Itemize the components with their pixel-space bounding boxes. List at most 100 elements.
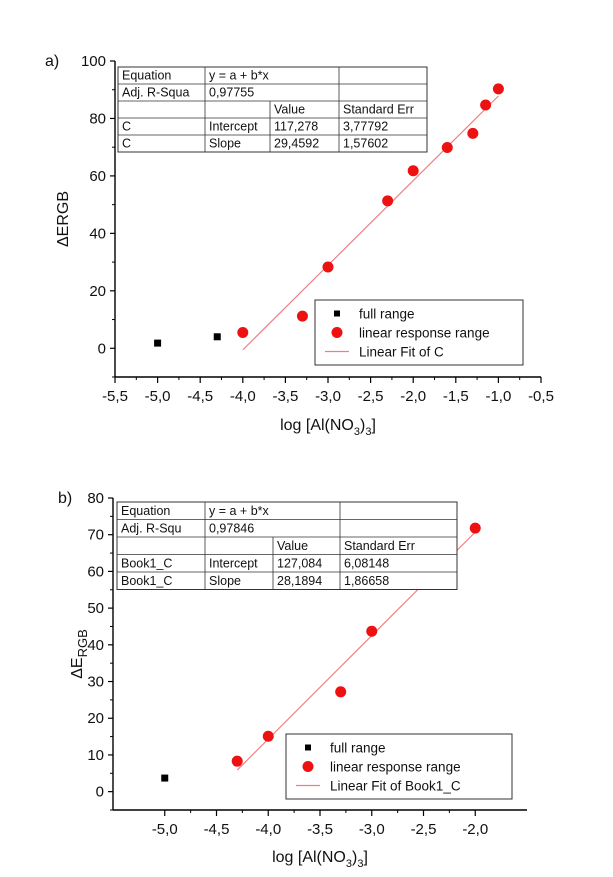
y-tick-label: 80 [87, 490, 104, 507]
fit-table-cell: Value [277, 539, 308, 553]
legend-label: linear response range [359, 326, 490, 341]
x-tick-label: -4,5 [204, 821, 230, 838]
fit-table-cell: Adj. R-Squ [121, 522, 181, 536]
legend-label: full range [330, 741, 386, 756]
fit-table-cell: C [122, 137, 131, 151]
x-axis-title: log [Al(NO3)3] [272, 849, 368, 870]
y-tick-label: 0 [96, 784, 104, 801]
x-axis-title-part: 3 [346, 858, 352, 870]
fit-table-cell: 117,278 [274, 120, 318, 134]
y-tick-label: 80 [89, 110, 106, 127]
panel-label: b) [58, 490, 72, 507]
fit-table-cell: 0,97755 [209, 86, 254, 100]
linear-response-point [366, 625, 378, 637]
legend-circle-marker [331, 327, 343, 338]
legend-square-marker [334, 310, 340, 317]
y-tick-label: 50 [87, 600, 104, 617]
linear-response-point [335, 686, 347, 698]
legend-square-marker [305, 744, 311, 751]
full-range-point [213, 333, 221, 341]
x-tick-label: -1,5 [443, 388, 469, 405]
y-axis-title-part: RGB [75, 629, 90, 657]
x-axis-title-part: log [Al(NO [280, 417, 354, 434]
legend-label: linear response range [330, 760, 461, 775]
y-axis-title: ΔERGB [69, 629, 90, 679]
fit-table-cell: Slope [209, 574, 241, 588]
fit-table-cell: 29,4592 [274, 137, 319, 151]
x-axis-title-part: ) [352, 849, 357, 866]
fit-table-cell: 0,97846 [209, 522, 254, 536]
x-tick-label: -5,5 [102, 388, 128, 405]
fit-table-cell: 127,084 [277, 557, 322, 571]
linear-response-point [407, 165, 419, 177]
fit-table-cell: Equation [121, 504, 170, 518]
x-tick-label: -3,5 [272, 388, 298, 405]
full-range-point [154, 339, 162, 347]
fit-table-cell: Intercept [209, 120, 258, 134]
legend-label: Linear Fit of Book1_C [330, 779, 461, 794]
linear-response-point [322, 261, 334, 273]
x-tick-label: -3,0 [359, 821, 385, 838]
y-tick-label: 20 [89, 283, 106, 300]
legend-label: Linear Fit of C [359, 345, 444, 360]
y-tick-label: 40 [87, 637, 104, 654]
x-axis-title-part: ] [363, 849, 367, 866]
chart-panel-a: a) 0 20 40 60 80 100 -5,5 -5,0 -4,5 -4,0 -3,5 -3,0 -2… [45, 53, 554, 438]
x-axis-title-part: 3 [365, 426, 371, 438]
chart-panel-b: b) 0 10 20 30 40 50 60 70 80 -5,0 -4,5 -4,0 -3,5 -3,0 -… [58, 490, 527, 870]
y-tick-label: 60 [87, 563, 104, 580]
linear-response-point [492, 83, 504, 95]
linear-response-point [382, 195, 394, 207]
y-axis-title-part: ΔE [69, 657, 86, 678]
fit-line [242, 95, 499, 351]
y-tick-label: 70 [87, 527, 104, 544]
linear-response-point [231, 755, 243, 767]
fit-table-cell: 1,86658 [344, 574, 389, 588]
fit-table-cell: Book1_C [121, 557, 172, 571]
x-axis-title-part: 3 [357, 858, 363, 870]
x-tick-label: -2,5 [411, 821, 437, 838]
fit-table-frame [117, 66, 428, 153]
x-axis-title: log [Al(NO3)3] [280, 417, 376, 438]
linear-response-point [441, 141, 453, 153]
fit-table-cell: Equation [122, 69, 171, 83]
fit-table-cell: 6,08148 [344, 557, 389, 571]
x-tick-label: -4,5 [187, 388, 213, 405]
x-axis-title-part: ) [360, 417, 365, 434]
legend-frame [314, 299, 524, 366]
panel-label: a) [45, 53, 59, 70]
fit-table-cell: y = a + b*x [209, 69, 270, 83]
fit-table: Equation y = a + b*x Adj. R-Squa 0,97755 Val… [117, 66, 428, 153]
legend-label: full range [359, 307, 415, 322]
legend-circle-marker [302, 761, 314, 772]
y-tick-label: 0 [98, 340, 106, 357]
fit-table-cell: 1,57602 [343, 137, 388, 151]
linear-response-point [262, 730, 274, 742]
y-tick-label: 100 [81, 53, 106, 70]
fit-table-cell: Book1_C [121, 574, 172, 588]
x-tick-label: -5,0 [152, 821, 178, 838]
x-tick-label: -2,0 [462, 821, 488, 838]
fit-table-cell: Value [274, 103, 305, 117]
x-tick-label: -2,0 [400, 388, 426, 405]
linear-response-point [469, 522, 481, 534]
x-tick-label: -3,0 [315, 388, 341, 405]
fit-table-cell: Adj. R-Squa [122, 86, 189, 100]
y-tick-label: 10 [87, 747, 104, 764]
y-tick-label: 20 [87, 710, 104, 727]
y-tick-label: 60 [89, 168, 106, 185]
fit-table-cell: Standard Err [343, 103, 414, 117]
legend: full range linear response range Linear Fi… [314, 299, 524, 366]
x-tick-label: -2,5 [358, 388, 384, 405]
legend-frame [285, 733, 513, 800]
x-tick-label: -0,5 [528, 388, 554, 405]
fit-table-cell: Standard Err [344, 539, 415, 553]
full-range-point [161, 774, 169, 782]
fit-table-cell: y = a + b*x [209, 504, 270, 518]
x-tick-label: -3,5 [307, 821, 333, 838]
fit-table-cell: C [122, 120, 131, 134]
x-tick-label: -4,0 [255, 821, 281, 838]
x-axis-title-part: 3 [354, 426, 360, 438]
x-axis-title-part: log [Al(NO [272, 849, 346, 866]
